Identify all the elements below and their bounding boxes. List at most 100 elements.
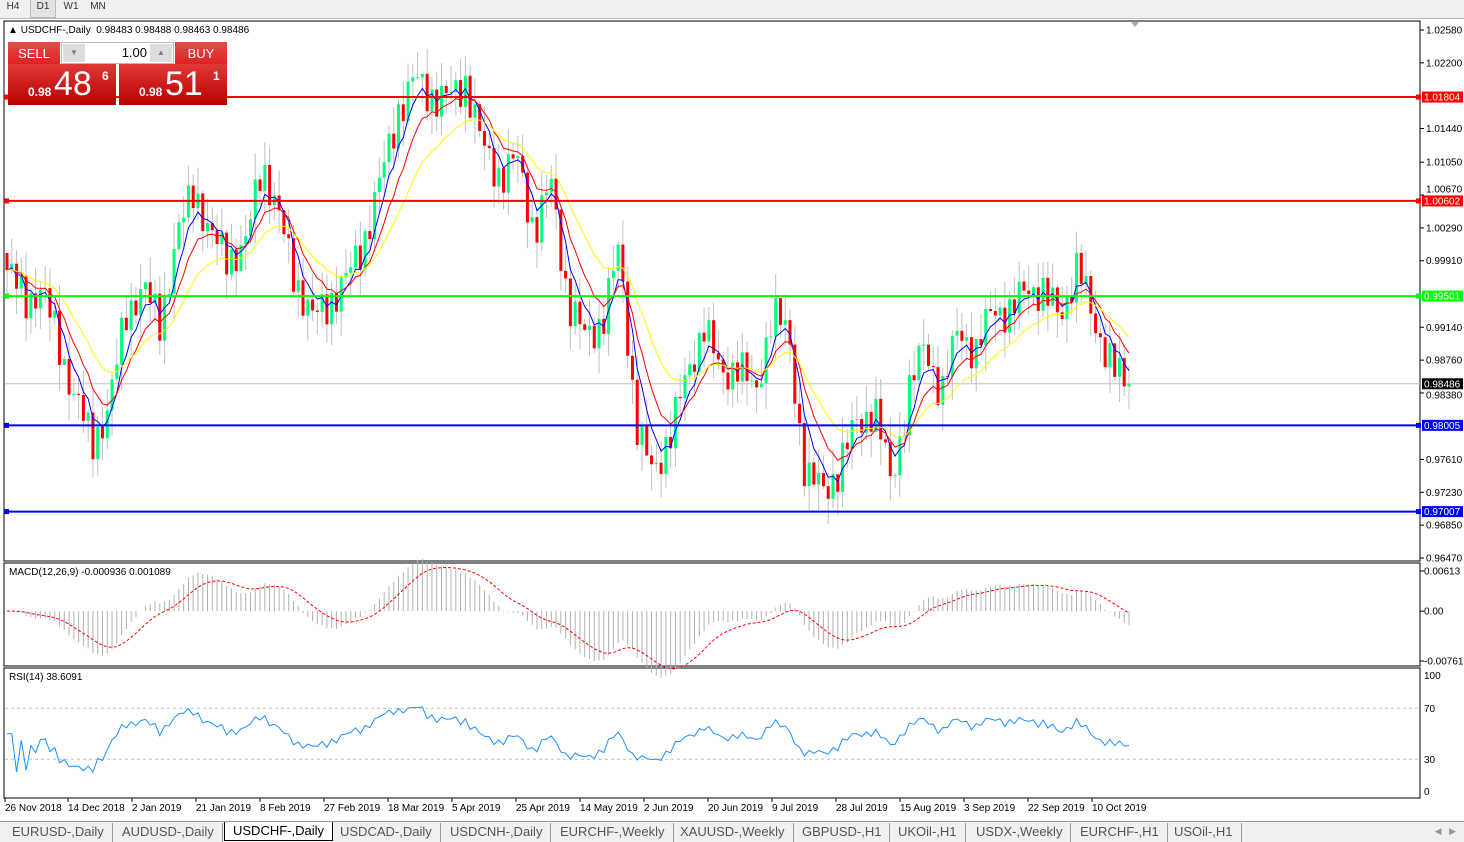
chart-tab[interactable]: USDCNH-,Daily bbox=[442, 823, 552, 842]
candle-body bbox=[554, 178, 558, 210]
sell-price[interactable]: 0.98 48 6 bbox=[8, 64, 116, 105]
candle-body bbox=[673, 396, 677, 449]
chart-tab[interactable]: EURCHF-,H1 bbox=[1072, 823, 1168, 842]
macd-tick-label: 0.00 bbox=[1424, 607, 1444, 618]
timeframe-w1[interactable]: W1 bbox=[63, 1, 79, 12]
candle-body bbox=[640, 424, 644, 446]
chart-tab[interactable]: USOil-,H1 bbox=[1166, 823, 1242, 842]
price-tick-label: 0.96470 bbox=[1426, 554, 1463, 565]
buy-price[interactable]: 0.98 51 1 bbox=[119, 64, 227, 105]
increase-lot-icon[interactable]: ▲ bbox=[150, 44, 172, 62]
candle-body bbox=[392, 133, 396, 149]
timeframe-h4[interactable]: H4 bbox=[6, 1, 20, 12]
candle-body bbox=[979, 339, 983, 346]
candle-body bbox=[334, 292, 338, 312]
lot-size-input[interactable]: 1.00 bbox=[121, 45, 147, 60]
candle-body bbox=[215, 230, 219, 244]
level-handle bbox=[1416, 198, 1421, 204]
candle-body bbox=[291, 238, 295, 292]
level-price-badge bbox=[1422, 506, 1463, 518]
candle-body bbox=[650, 455, 654, 465]
candle-body bbox=[960, 330, 964, 341]
candle-body bbox=[587, 325, 591, 331]
chart-tab[interactable]: AUDUSD-,Daily bbox=[114, 823, 223, 842]
candle-body bbox=[81, 394, 85, 421]
date-tick-label: 22 Sep 2019 bbox=[1028, 803, 1085, 814]
candle-body bbox=[1113, 343, 1117, 377]
candle-body bbox=[888, 442, 892, 477]
candle-body bbox=[62, 358, 66, 365]
candle-body bbox=[597, 318, 601, 349]
candle-body bbox=[377, 177, 381, 193]
candle-body bbox=[1003, 307, 1007, 333]
chart-tab[interactable]: EURCHF-,Weekly bbox=[552, 823, 674, 842]
candle-body bbox=[516, 155, 520, 159]
price-tick-label: 1.02580 bbox=[1426, 26, 1463, 37]
candle-body bbox=[903, 435, 907, 437]
candle-body bbox=[864, 411, 868, 433]
level-handle bbox=[4, 509, 9, 515]
candle-body bbox=[86, 412, 90, 421]
chart-tab[interactable]: USDX-,Weekly bbox=[968, 823, 1072, 842]
candle-body bbox=[1074, 252, 1078, 303]
level-handle bbox=[1416, 509, 1421, 515]
level-price-label: 0.99501 bbox=[1424, 292, 1461, 303]
chart-tab[interactable]: USDCAD-,Daily bbox=[332, 823, 441, 842]
candle-body bbox=[268, 164, 272, 206]
chart-tabs-bar: ◀ ▶ EURUSD-,Daily AUDUSD-,Daily USDCHF-,Dai… bbox=[0, 821, 1464, 842]
price-chart[interactable]: 1.025801.022001.014401.010501.006701.002… bbox=[0, 0, 1464, 820]
lot-size-stepper[interactable]: ▼ 1.00 ▲ bbox=[61, 42, 174, 64]
candle-body bbox=[358, 245, 362, 270]
candle-body bbox=[788, 320, 792, 345]
candle-body bbox=[778, 298, 782, 325]
candle-body bbox=[850, 419, 854, 450]
candle-body bbox=[397, 104, 401, 149]
candle-body bbox=[1017, 281, 1021, 314]
candle-body bbox=[411, 77, 415, 82]
candle-body bbox=[506, 154, 510, 193]
candle-body bbox=[926, 344, 930, 367]
candle-body bbox=[845, 442, 849, 450]
candle-body bbox=[38, 289, 42, 309]
candle-body bbox=[1012, 299, 1016, 314]
candle-body bbox=[29, 293, 33, 319]
date-tick-label: 21 Jan 2019 bbox=[196, 803, 251, 814]
current-price-badge bbox=[1422, 378, 1463, 390]
buy-button[interactable]: BUY bbox=[175, 42, 227, 65]
chart-tab[interactable]: UKOil-,H1 bbox=[890, 823, 966, 842]
price-tick-label: 1.00670 bbox=[1426, 184, 1463, 195]
candle-body bbox=[884, 439, 888, 443]
candle-body bbox=[759, 383, 763, 388]
chart-tab[interactable]: GBPUSD-,H1 bbox=[794, 823, 891, 842]
level-handle bbox=[4, 198, 9, 204]
decrease-lot-icon[interactable]: ▼ bbox=[63, 44, 85, 62]
candle-body bbox=[707, 320, 711, 342]
candle-body bbox=[143, 282, 147, 290]
candle-body bbox=[802, 423, 806, 487]
timeframe-d1[interactable]: D1 bbox=[30, 0, 56, 18]
candle-body bbox=[373, 192, 377, 239]
candle-body bbox=[77, 393, 81, 395]
chart-tab[interactable]: XAUUSD-,Weekly bbox=[672, 823, 794, 842]
chart-tab[interactable]: USDCHF-,Daily bbox=[224, 822, 333, 841]
candle-body bbox=[301, 280, 305, 316]
tab-scroll-arrows-icon[interactable]: ◀ ▶ bbox=[1434, 826, 1456, 836]
candle-body bbox=[855, 418, 859, 420]
date-tick-label: 25 Apr 2019 bbox=[516, 803, 570, 814]
candle-body bbox=[1108, 343, 1112, 368]
candle-body bbox=[583, 324, 587, 331]
candle-body bbox=[34, 293, 38, 309]
candle-body bbox=[100, 427, 104, 439]
chart-tab[interactable]: EURUSD-,Daily bbox=[4, 823, 113, 842]
symbol-label: USDCHF-,Daily bbox=[20, 25, 91, 36]
candle-body bbox=[1027, 290, 1031, 295]
candle-body bbox=[974, 339, 978, 369]
date-tick-label: 14 May 2019 bbox=[580, 803, 638, 814]
timeframe-mn[interactable]: MN bbox=[90, 1, 106, 12]
moving-average-line bbox=[6, 95, 1130, 462]
sell-button[interactable]: SELL bbox=[8, 42, 60, 65]
macd-signal-line bbox=[6, 567, 1130, 670]
candle-body bbox=[989, 309, 993, 311]
main-pane bbox=[3, 20, 1421, 562]
candle-body bbox=[201, 193, 205, 232]
